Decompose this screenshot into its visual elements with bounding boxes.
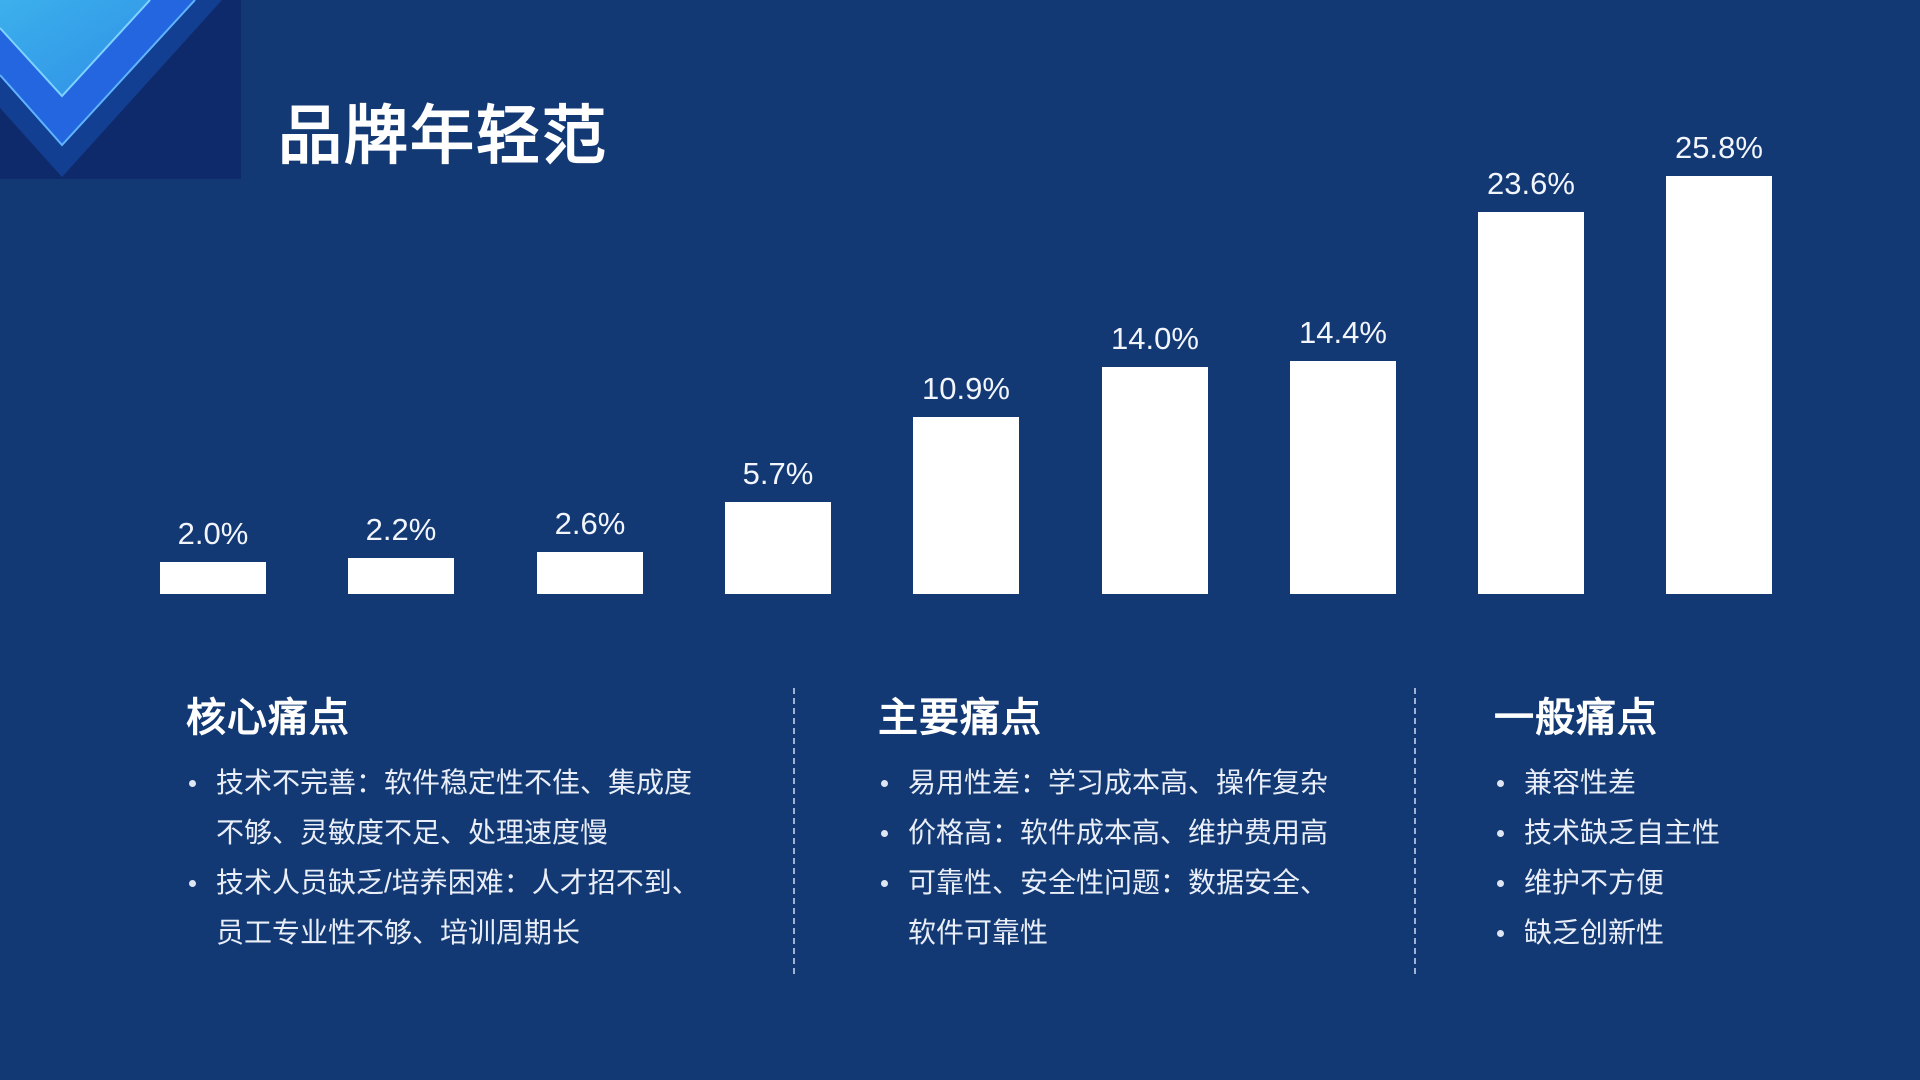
- section-main-pain-points: 主要痛点 易用性差：学习成本高、操作复杂 价格高：软件成本高、维护费用高 可靠性…: [878, 692, 1348, 958]
- bullet-list: 易用性差：学习成本高、操作复杂 价格高：软件成本高、维护费用高 可靠性、安全性问…: [878, 758, 1348, 958]
- list-item: 技术缺乏自主性: [1494, 808, 1854, 858]
- section-general-pain-points: 一般痛点 兼容性差 技术缺乏自主性 维护不方便 缺乏创新性: [1494, 692, 1854, 958]
- list-item: 可靠性、安全性问题：数据安全、软件可靠性: [878, 858, 1348, 958]
- chart-bar: [913, 417, 1019, 594]
- bar-value-label: 5.7%: [742, 456, 814, 491]
- list-item: 技术人员缺乏/培养困难：人才招不到、员工专业性不够、培训周期长: [186, 858, 706, 958]
- chart-bar: [537, 552, 643, 594]
- chart-bar: [1102, 367, 1208, 594]
- dashed-divider: [1414, 688, 1416, 974]
- chevron-icon: [0, 0, 241, 179]
- bar-value-label: 23.6%: [1487, 166, 1575, 201]
- chart-bar: [160, 562, 266, 594]
- chart-bar: [725, 502, 831, 594]
- bar-value-label: 25.8%: [1675, 130, 1763, 165]
- bar-value-label: 2.6%: [554, 506, 626, 541]
- list-item: 兼容性差: [1494, 758, 1854, 808]
- chart-bar: [348, 558, 454, 594]
- bar-value-label: 10.9%: [922, 371, 1010, 406]
- bar-value-label: 2.2%: [365, 512, 437, 547]
- bullet-list: 兼容性差 技术缺乏自主性 维护不方便 缺乏创新性: [1494, 758, 1854, 958]
- bullet-list: 技术不完善：软件稳定性不佳、集成度不够、灵敏度不足、处理速度慢 技术人员缺乏/培…: [186, 758, 706, 958]
- chart-bar: [1666, 176, 1772, 594]
- dashed-divider: [793, 688, 795, 974]
- list-item: 缺乏创新性: [1494, 908, 1854, 958]
- chart-bar: [1290, 361, 1396, 594]
- bar-value-label: 14.0%: [1111, 321, 1199, 356]
- section-core-pain-points: 核心痛点 技术不完善：软件稳定性不佳、集成度不够、灵敏度不足、处理速度慢 技术人…: [186, 692, 706, 958]
- section-heading: 核心痛点: [186, 696, 350, 740]
- list-item: 价格高：软件成本高、维护费用高: [878, 808, 1348, 858]
- bar-chart: 2.0% 2.2% 2.6% 5.7% 10.9% 14.0% 14.4% 23.6% 25.8…: [160, 130, 1772, 594]
- section-heading: 主要痛点: [878, 696, 1042, 740]
- corner-chevron-decoration: [0, 0, 241, 179]
- chart-bar: [1478, 212, 1584, 594]
- list-item: 维护不方便: [1494, 858, 1854, 908]
- section-heading: 一般痛点: [1494, 696, 1658, 740]
- list-item: 技术不完善：软件稳定性不佳、集成度不够、灵敏度不足、处理速度慢: [186, 758, 706, 858]
- slide-title: 品牌年轻范: [278, 100, 608, 172]
- bar-value-label: 2.0%: [177, 516, 249, 551]
- list-item: 易用性差：学习成本高、操作复杂: [878, 758, 1348, 808]
- bar-value-label: 14.4%: [1299, 315, 1387, 350]
